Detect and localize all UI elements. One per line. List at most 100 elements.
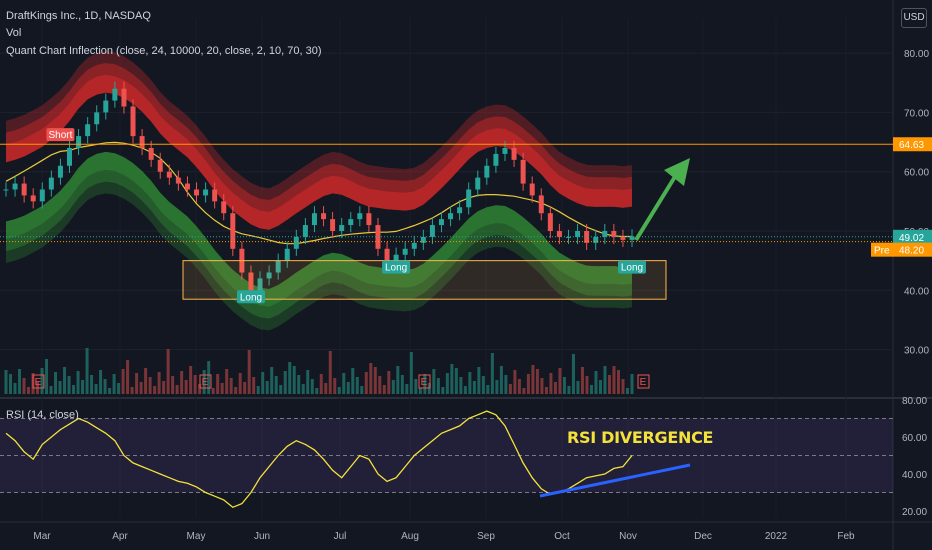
candle-body xyxy=(502,147,508,154)
volume-bar xyxy=(576,381,580,394)
volume-bar xyxy=(567,386,571,394)
volume-bar xyxy=(603,366,607,394)
volume-bar xyxy=(162,381,166,394)
symbol-title[interactable]: DraftKings Inc., 1D, NASDAQ xyxy=(6,10,151,22)
volume-bar xyxy=(414,379,418,394)
volume-bar xyxy=(121,369,125,394)
volume-bar xyxy=(265,381,269,394)
candle-body xyxy=(3,189,9,191)
volume-bar xyxy=(630,374,634,394)
volume-bar xyxy=(517,379,521,394)
volume-bar xyxy=(297,375,301,394)
candle-body xyxy=(275,260,281,273)
indicator-legend[interactable]: Quant Chart Inflection (close, 24, 10000… xyxy=(6,45,322,57)
rsi-tick-label: 40.00 xyxy=(902,470,927,481)
price-prefix-box xyxy=(871,242,893,257)
candle-body xyxy=(620,236,626,240)
candle-body xyxy=(429,225,435,237)
volume-bar xyxy=(549,373,553,394)
candle-body xyxy=(411,242,417,249)
candle-body xyxy=(493,153,499,166)
volume-bar xyxy=(27,387,31,394)
candle-body xyxy=(139,136,145,148)
volume-bar xyxy=(13,383,17,394)
volume-bar xyxy=(247,350,251,394)
time-tick-label: Mar xyxy=(33,531,51,542)
candle-body xyxy=(48,177,54,190)
volume-bar xyxy=(580,367,584,394)
candle-body xyxy=(611,231,617,237)
volume-bar xyxy=(279,385,283,394)
rsi-legend[interactable]: RSI (14, close) xyxy=(6,409,79,421)
price-label-box xyxy=(893,137,932,152)
price-tick-label: 40.00 xyxy=(904,286,929,297)
volume-bar xyxy=(346,382,350,394)
volume-bar xyxy=(495,380,499,394)
volume-bar xyxy=(328,351,332,394)
time-tick-label: Apr xyxy=(112,531,128,542)
candle-body xyxy=(76,136,82,148)
time-tick-label: Aug xyxy=(401,531,419,542)
volume-bar xyxy=(364,372,368,394)
volume-bar xyxy=(598,380,602,394)
volume-bar xyxy=(234,387,238,394)
candle-body xyxy=(448,213,454,220)
volume-legend[interactable]: Vol xyxy=(6,27,22,39)
candle-body xyxy=(221,201,227,214)
candle-body xyxy=(257,278,263,291)
time-tick-label: 2022 xyxy=(765,531,788,542)
candle-body xyxy=(184,183,190,190)
volume-bar xyxy=(117,383,121,394)
volume-bar xyxy=(459,377,463,394)
volume-bar xyxy=(189,366,193,394)
volume-bar xyxy=(67,376,71,394)
volume-bar xyxy=(526,374,530,394)
candle-body xyxy=(375,225,381,249)
volume-bar xyxy=(355,377,359,394)
candle-body xyxy=(67,147,73,166)
volume-bar xyxy=(153,386,157,394)
volume-bar xyxy=(418,388,422,394)
currency-button[interactable]: USD xyxy=(901,8,927,28)
time-tick-label: Nov xyxy=(619,531,637,542)
volume-bar xyxy=(207,361,211,394)
earnings-marker-box xyxy=(418,374,431,389)
up-arrow-shaft xyxy=(634,173,678,242)
candle-body xyxy=(602,231,608,237)
volume-bar xyxy=(585,376,589,394)
volume-bar xyxy=(45,359,49,394)
volume-bar xyxy=(432,369,436,394)
volume-bar xyxy=(468,372,472,394)
volume-bar xyxy=(436,378,440,394)
volume-bar xyxy=(562,377,566,394)
volume-bar xyxy=(252,377,256,394)
volume-bar xyxy=(369,363,373,394)
volume-bar xyxy=(531,365,535,394)
signal-label: Long xyxy=(385,263,407,274)
candle-body xyxy=(366,213,372,226)
volume-bar xyxy=(112,374,116,394)
volume-bar xyxy=(504,375,508,394)
volume-bar xyxy=(409,352,413,394)
upper-band xyxy=(6,51,632,230)
volume-bar xyxy=(337,387,341,394)
volume-bar xyxy=(558,368,562,394)
candle-body xyxy=(511,147,517,160)
volume-bar xyxy=(463,386,467,394)
volume-bar xyxy=(351,368,355,394)
candle-body xyxy=(457,207,463,214)
volume-bar xyxy=(594,371,598,394)
volume-bar xyxy=(378,376,382,394)
volume-bar xyxy=(9,374,13,394)
candle-body xyxy=(538,195,544,214)
volume-bar xyxy=(387,371,391,394)
volume-bar xyxy=(486,385,490,394)
volume-bar xyxy=(256,386,260,394)
candle-body xyxy=(30,195,36,202)
candle-body xyxy=(339,225,345,231)
volume-bar xyxy=(108,388,112,394)
candle-body xyxy=(103,100,109,113)
moving-average-line xyxy=(5,141,632,245)
candle-body xyxy=(565,236,571,238)
candle-body xyxy=(94,112,100,125)
